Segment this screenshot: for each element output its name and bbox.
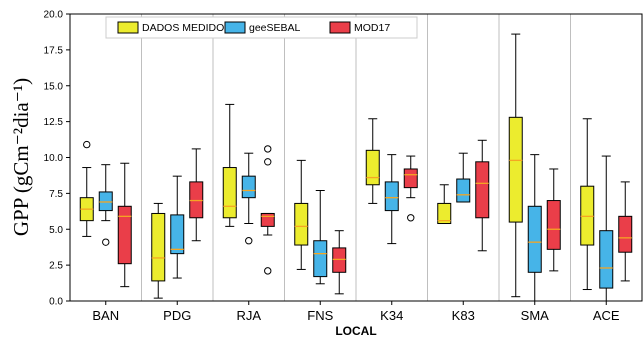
box-geesebal-fns [313,190,328,285]
box-iqr [332,247,347,273]
box-iqr [456,178,471,203]
box-dados-medidos-k83 [437,184,452,225]
box-iqr [189,181,204,219]
box-mod17-k83 [475,139,490,252]
x-tick-label: FNS [307,308,333,323]
box-mod17-ace [618,181,633,282]
box-dados-medidos-rja [222,103,237,227]
y-axis-label: GPP (gCm⁻²dia⁻¹) [9,78,33,236]
legend-swatch [224,21,246,34]
x-tick-label: RJA [236,308,261,323]
box-dados-medidos-ace [580,118,595,291]
box-dados-medidos-sma [508,33,523,298]
box-geesebal-rja [241,152,256,245]
box-iqr [117,205,132,265]
box-mod17-k34 [403,155,418,222]
x-tick-label: PDG [163,308,191,323]
legend-label: MOD17 [354,22,390,34]
box-dados-medidos-ban [79,140,94,237]
box-geesebal-sma [527,154,542,302]
box-iqr [384,181,399,212]
box-iqr [313,240,328,278]
y-tick-label: 5.0 [49,225,63,236]
box-geesebal-ban [98,164,113,246]
box-dados-medidos-pdg [151,202,166,299]
box-dados-medidos-fns [294,159,309,270]
box-geesebal-k83 [456,152,471,203]
plot-frame [69,13,643,302]
category-separators [141,14,571,301]
outlier-point [264,145,272,153]
x-axis: BAN PDG RJA FNS K34 K83 SMA ACE [92,301,620,323]
box-iqr [98,191,113,212]
box-iqr [222,167,237,219]
box-iqr [294,202,309,246]
y-tick-label: 20.0 [44,10,64,21]
y-tick-label: 12.5 [44,117,64,128]
box-iqr [475,161,490,219]
box-geesebal-k34 [384,154,399,245]
box-mod17-fns [332,230,347,295]
box-mod17-pdg [189,148,204,242]
box-iqr [527,205,542,273]
box-iqr [170,214,185,255]
box-iqr [260,212,275,227]
box-groups [79,33,633,302]
x-tick-label: SMA [521,308,550,323]
y-tick-label: 15.0 [44,81,64,92]
box-iqr [599,230,614,289]
box-iqr [437,202,452,225]
y-tick-label: 7.5 [49,189,63,200]
legend-swatch [117,21,139,34]
box-iqr [546,200,561,250]
box-iqr [403,168,418,189]
y-tick-label: 0.0 [49,297,63,308]
box-iqr [580,185,595,246]
outlier-point [102,238,110,246]
legend-swatch [329,21,351,34]
box-geesebal-pdg [170,175,185,279]
box-mod17-sma [546,168,561,272]
box-mod17-ban [117,162,132,288]
box-iqr [508,116,523,223]
x-tick-label: BAN [92,308,119,323]
outlier-point [407,214,415,222]
box-iqr [241,175,256,199]
x-tick-label: ACE [593,308,620,323]
outlier-point [264,267,272,275]
box-iqr [151,212,166,282]
legend-label: DADOS MEDIDOS [142,22,231,34]
outlier-point [83,140,91,149]
x-tick-label: K34 [380,308,403,323]
x-tick-label: K83 [452,308,475,323]
x-axis-label: LOCAL [335,324,376,338]
y-tick-label: 2.5 [49,261,63,272]
box-iqr [618,215,633,253]
box-iqr [365,149,380,186]
y-axis: 0.0 2.5 5.0 7.5 10.0 12.5 15.0 17.5 20.0 [44,10,70,308]
box-dados-medidos-k34 [365,118,380,204]
box-mod17-rja [260,145,275,275]
box-geesebal-ace [599,155,614,302]
legend-label: geeSEBAL [249,22,301,34]
outlier-point [245,237,253,245]
y-tick-label: 17.5 [44,45,64,56]
legend: DADOS MEDIDOS geeSEBAL MOD17 [105,16,418,39]
outlier-point [264,158,272,166]
y-tick-label: 10.0 [44,153,64,164]
